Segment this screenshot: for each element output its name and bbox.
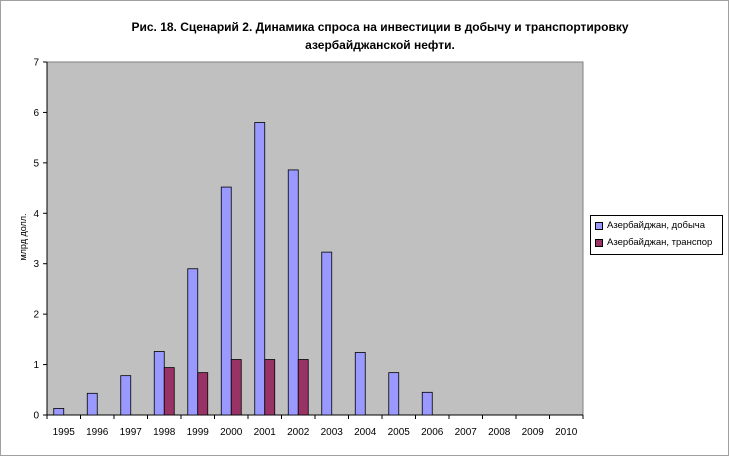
x-tick-label-2004: 2004: [354, 427, 377, 438]
bar-s0-2005: [388, 372, 400, 416]
x-tick-label-2009: 2009: [522, 427, 545, 438]
y-tick-label-3: 3: [33, 259, 39, 270]
bar-s0-2002: [287, 169, 299, 416]
y-tick-label-4: 4: [33, 209, 39, 220]
bar-s1-2002: [297, 359, 309, 416]
x-tick-label-2005: 2005: [388, 427, 411, 438]
legend-swatch-0: [595, 221, 603, 230]
x-tick-label-2000: 2000: [220, 427, 243, 438]
x-tick-label-2008: 2008: [488, 427, 511, 438]
bar-s0-2004: [354, 352, 366, 416]
x-tick-label-2003: 2003: [321, 427, 344, 438]
bar-s1-2001: [264, 359, 276, 416]
bar-s0-1995: [53, 408, 65, 416]
legend-label-1: Азербайджан, транспор: [607, 237, 713, 248]
y-tick-label-0: 0: [33, 411, 39, 422]
x-tick-label-1995: 1995: [53, 427, 76, 438]
y-tick-label-7: 7: [33, 58, 39, 69]
y-tick-label-5: 5: [33, 158, 39, 169]
x-tick-label-1998: 1998: [153, 427, 176, 438]
bar-s0-2006: [421, 391, 433, 416]
x-tick-label-1997: 1997: [120, 427, 143, 438]
x-tick-label-2007: 2007: [455, 427, 478, 438]
bar-s0-2000: [220, 186, 232, 416]
legend-item-1: Азербайджан, транспор: [595, 237, 712, 251]
x-tick-label-1999: 1999: [187, 427, 210, 438]
legend-label-0: Азербайджан, добыча: [607, 220, 706, 231]
x-tick-label-2006: 2006: [421, 427, 444, 438]
x-tick-label-1996: 1996: [86, 427, 109, 438]
bar-s0-2003: [321, 251, 333, 416]
plot-area: [46, 61, 584, 416]
bar-s0-1997: [120, 375, 132, 416]
bar-s1-2000: [230, 359, 242, 416]
bar-s0-1998: [153, 351, 165, 416]
bar-s1-1998: [163, 367, 175, 416]
y-tick-label-6: 6: [33, 108, 39, 119]
x-tick-label-2001: 2001: [254, 427, 277, 438]
legend: Азербайджан, добыча Азербайджан, транспо…: [590, 215, 723, 255]
bar-s0-1999: [187, 268, 199, 416]
x-tick-label-2010: 2010: [555, 427, 578, 438]
y-tick-label-1: 1: [33, 360, 39, 371]
bar-s0-1996: [86, 392, 98, 416]
x-tick-label-2002: 2002: [287, 427, 310, 438]
legend-swatch-1: [595, 238, 603, 247]
bar-s1-1999: [197, 372, 209, 416]
chart-title: Рис. 18. Сценарий 2. Динамика спроса на …: [131, 20, 629, 52]
legend-item-0: Азербайджан, добыча: [595, 220, 705, 234]
y-tick-label-2: 2: [33, 310, 39, 321]
bar-s0-2001: [254, 122, 266, 416]
